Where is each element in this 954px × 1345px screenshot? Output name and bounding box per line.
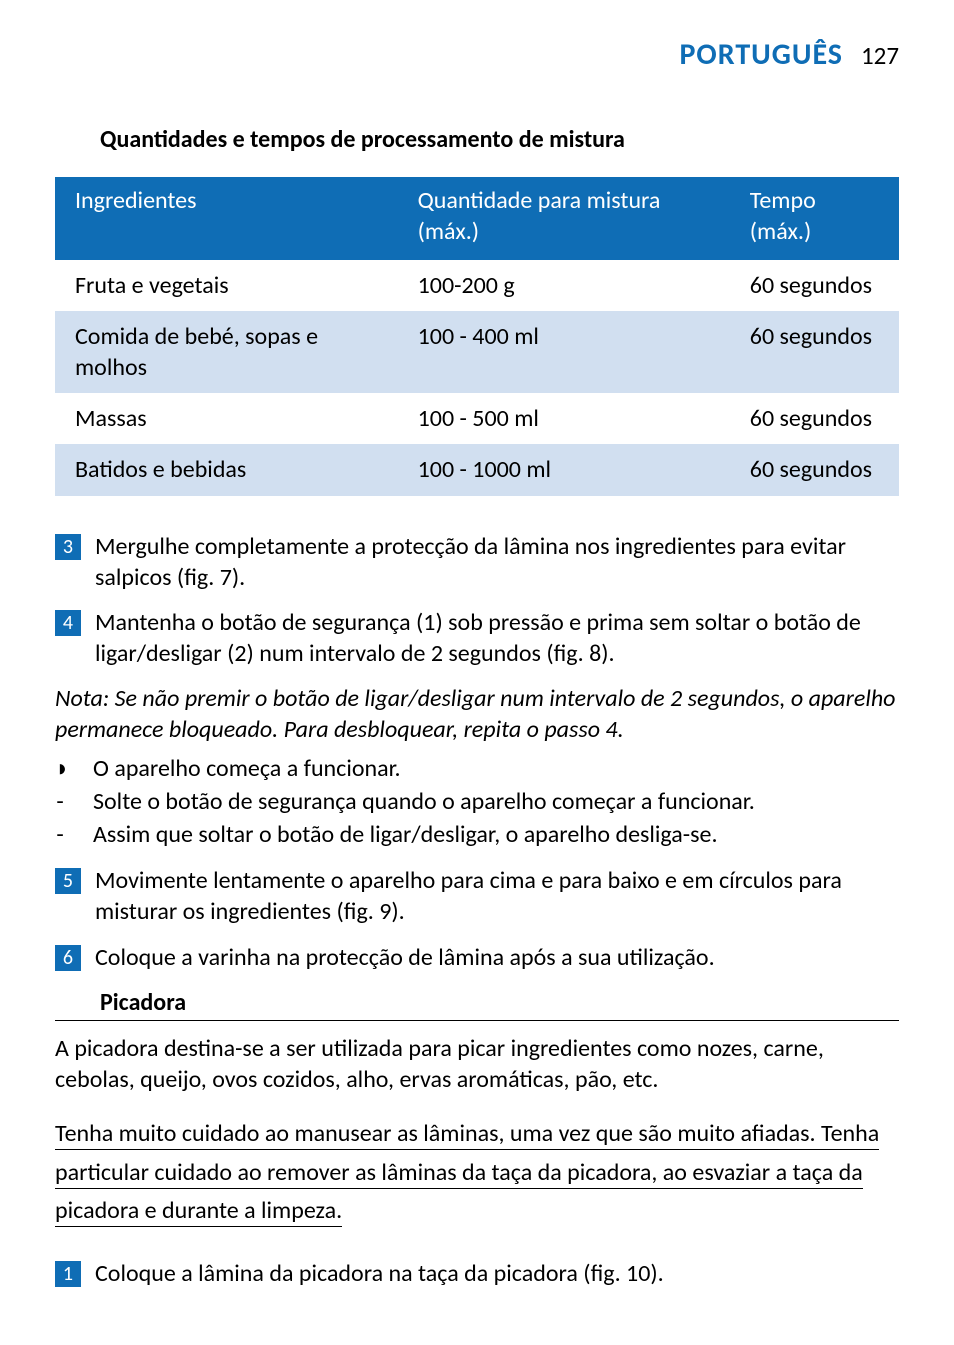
bullet-marker: - [55, 786, 65, 817]
table-cell: 60 segundos [730, 393, 899, 444]
steps-group-c: 1 Coloque a lâmina da picadora na taça da… [55, 1258, 899, 1289]
subsection-rule [55, 1020, 899, 1021]
step-number-badge: 6 [55, 945, 81, 971]
subsection-intro: A picadora destina-se a ser utilizada pa… [55, 1033, 899, 1095]
table-cell: Fruta e vegetais [55, 260, 398, 311]
table-cell: 100-200 g [398, 260, 730, 311]
step: 5 Movimente lentamente o aparelho para ci… [55, 865, 899, 927]
step-number-badge: 5 [55, 868, 81, 894]
bullet-text: Assim que soltar o botão de ligar/deslig… [93, 819, 718, 850]
step-number-badge: 3 [55, 534, 81, 560]
step-text: Coloque a varinha na protecção de lâmina… [95, 942, 899, 973]
table-row: Comida de bebé, sopas e molhos100 - 400 … [55, 311, 899, 393]
page-header: PORTUGUÊS 127 [55, 35, 899, 74]
page-root: PORTUGUÊS 127 Quantidades e tempos de pr… [0, 0, 954, 1344]
warning-span: Tenha muito cuidado ao manusear as lâmin… [55, 1119, 879, 1227]
step-text: Mantenha o botão de segurança (1) sob pr… [95, 607, 899, 669]
list-item: -Assim que soltar o botão de ligar/desli… [55, 818, 899, 851]
table-row: Batidos e bebidas100 - 1000 ml60 segundo… [55, 444, 899, 495]
table-row: Fruta e vegetais100-200 g60 segundos [55, 260, 899, 311]
step-text: Coloque a lâmina da picadora na taça da … [95, 1258, 899, 1289]
table-cell: 60 segundos [730, 444, 899, 495]
table-cell: 100 - 1000 ml [398, 444, 730, 495]
table-cell: 100 - 500 ml [398, 393, 730, 444]
list-item: -Solte o botão de segurança quando o apa… [55, 785, 899, 818]
page-number: 127 [861, 40, 899, 73]
note-text: Nota: Se não premir o botão de ligar/des… [55, 683, 899, 745]
table-cell: 60 segundos [730, 311, 899, 393]
step-number-badge: 1 [55, 1261, 81, 1287]
table-cell: Batidos e bebidas [55, 444, 398, 495]
bullet-text: O aparelho começa a funcionar. [93, 753, 401, 784]
step: 3 Mergulhe completamente a protecção da l… [55, 531, 899, 593]
bullet-marker: - [55, 819, 65, 850]
list-item: ◗ O aparelho começa a funcionar. [55, 752, 899, 785]
step-number-badge: 4 [55, 610, 81, 636]
col-time: Tempo (máx.) [730, 177, 899, 259]
bullet-marker: ◗ [55, 753, 65, 784]
table-cell: Massas [55, 393, 398, 444]
table-title: Quantidades e tempos de processamento de… [100, 124, 899, 155]
step-text: Mergulhe completamente a protecção da lâ… [95, 531, 899, 593]
steps-group-b: 5 Movimente lentamente o aparelho para ci… [55, 865, 899, 973]
language-label: PORTUGUÊS [679, 35, 843, 74]
bullet-text: Solte o botão de segurança quando o apar… [93, 786, 755, 817]
table-cell: Comida de bebé, sopas e molhos [55, 311, 398, 393]
subsection-title: Picadora [100, 987, 899, 1020]
steps-group-a: 3 Mergulhe completamente a protecção da l… [55, 531, 899, 670]
step: 6 Coloque a varinha na protecção de lâmin… [55, 942, 899, 973]
step: 1 Coloque a lâmina da picadora na taça da… [55, 1258, 899, 1289]
col-ingredients: Ingredientes [55, 177, 398, 259]
table-header-row: Ingredientes Quantidade para mistura (má… [55, 177, 899, 259]
warning-text: Tenha muito cuidado ao manusear as lâmin… [55, 1115, 899, 1230]
table-row: Massas100 - 500 ml60 segundos [55, 393, 899, 444]
mixing-table: Ingredientes Quantidade para mistura (má… [55, 177, 899, 495]
table-body: Fruta e vegetais100-200 g60 segundosComi… [55, 260, 899, 496]
step-text: Movimente lentamente o aparelho para cim… [95, 865, 899, 927]
step: 4 Mantenha o botão de segurança (1) sob p… [55, 607, 899, 669]
col-quantity: Quantidade para mistura (máx.) [398, 177, 730, 259]
table-cell: 100 - 400 ml [398, 311, 730, 393]
table-cell: 60 segundos [730, 260, 899, 311]
bullet-list: ◗O aparelho começa a funcionar.-Solte o … [55, 752, 899, 852]
